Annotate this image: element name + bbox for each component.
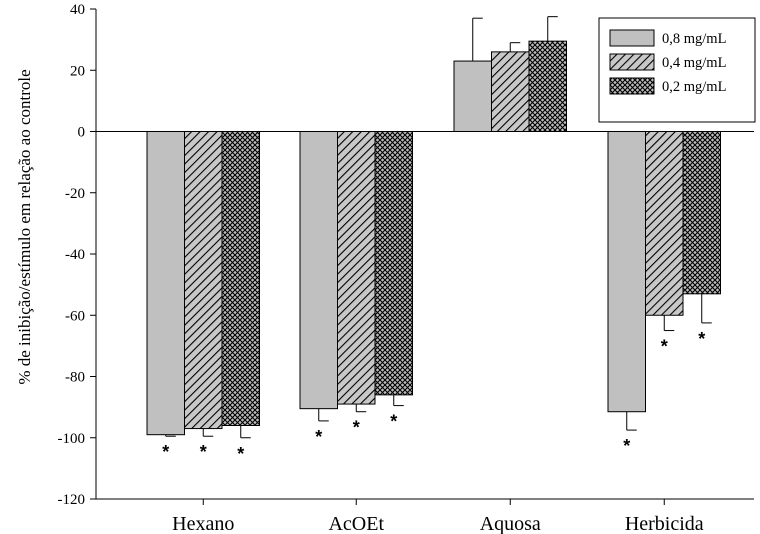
y-axis-label: % de inibição/estímulo em relação ao con… (15, 69, 34, 384)
bar-aquosa-series-1 (453, 60, 492, 132)
significance-marker: * (200, 442, 207, 462)
error-bar (509, 42, 521, 52)
y-tick-label: 20 (70, 63, 85, 79)
error-bar (472, 17, 483, 62)
bar-acoet-series-1 (299, 131, 338, 410)
significance-marker: * (162, 442, 169, 462)
error-bar (626, 411, 637, 431)
error-bar (547, 16, 558, 42)
significance-marker: * (698, 329, 705, 349)
y-tick-label: 0 (78, 125, 86, 141)
x-tick-label: Hexano (172, 513, 234, 534)
error-bar (240, 425, 251, 439)
x-tick-label: AcOEt (328, 513, 384, 534)
error-bar (663, 315, 675, 332)
error-bar (202, 428, 214, 437)
error-bar (701, 293, 712, 324)
y-tick-label: -60 (65, 308, 85, 324)
significance-marker: * (623, 436, 630, 456)
bar-hexano-series-3 (221, 131, 260, 426)
bar-aquosa-series-2 (491, 51, 530, 132)
significance-marker: * (237, 444, 244, 464)
legend-swatch (609, 29, 655, 47)
bar-hexano-series-2 (184, 131, 223, 430)
significance-marker: * (315, 427, 322, 447)
error-bar (318, 408, 329, 422)
significance-marker: * (353, 418, 360, 438)
legend: 0,8 mg/mL 0,4 mg/mL 0,2 mg/mL (598, 17, 756, 123)
y-tick-label: -80 (65, 370, 85, 386)
legend-label: 0,2 mg/mL (662, 79, 726, 95)
error-bar (165, 434, 176, 437)
significance-marker: * (390, 412, 397, 432)
bar-hexano-series-1 (146, 131, 185, 436)
bar-herbicida-series-1 (607, 131, 646, 413)
bar-aquosa-series-3 (528, 40, 567, 132)
significance-marker: * (661, 337, 668, 357)
legend-swatch (609, 53, 655, 71)
x-tick-label: Herbicida (625, 513, 704, 534)
bar-acoet-series-3 (374, 131, 413, 396)
y-tick-label: -120 (58, 492, 86, 508)
bar-herbicida-series-2 (645, 131, 684, 316)
error-bar (393, 394, 404, 407)
x-tick-label: Aquosa (480, 513, 541, 534)
y-tick-label: -20 (65, 186, 85, 202)
y-tick-label: 40 (70, 2, 85, 18)
legend-label: 0,4 mg/mL (662, 55, 726, 71)
legend-swatch (609, 77, 655, 95)
legend-label: 0,8 mg/mL (662, 31, 726, 47)
error-bar (355, 404, 367, 413)
y-tick-label: -100 (58, 431, 86, 447)
bar-herbicida-series-3 (682, 131, 721, 295)
bar-acoet-series-2 (337, 131, 376, 405)
y-tick-label: -40 (65, 247, 85, 263)
